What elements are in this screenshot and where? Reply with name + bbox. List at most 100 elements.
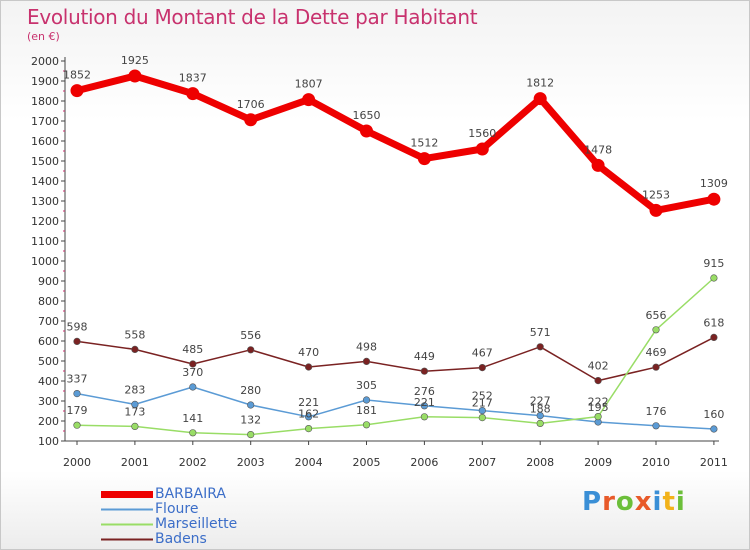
data-label: 132 xyxy=(240,414,261,427)
data-label: 1925 xyxy=(121,54,149,67)
logo-letter: i xyxy=(675,487,686,517)
data-point xyxy=(710,425,718,433)
data-point xyxy=(710,333,718,342)
data-label: 598 xyxy=(67,320,88,333)
data-point xyxy=(536,412,544,420)
x-tick-label: 2010 xyxy=(642,456,670,469)
legend-item-barbaira[interactable]: BARBAIRA xyxy=(101,487,237,502)
y-tick-label: 1100 xyxy=(31,235,59,248)
data-label: 305 xyxy=(356,379,377,392)
x-tick-label: 2003 xyxy=(237,456,265,469)
data-point xyxy=(478,364,486,372)
data-point xyxy=(73,390,81,398)
y-tick-label: 1700 xyxy=(31,115,59,128)
x-tick-label: 2001 xyxy=(121,456,149,469)
data-label: 1837 xyxy=(179,72,207,85)
data-label: 221 xyxy=(414,396,435,409)
data-point xyxy=(536,419,544,428)
data-label: 469 xyxy=(646,346,667,359)
data-label: 1807 xyxy=(295,78,323,91)
data-label: 1512 xyxy=(410,137,438,150)
legend-label-barbaira: BARBAIRA xyxy=(155,486,226,502)
data-label: 173 xyxy=(124,405,145,418)
chart-axes: 100 200 300 400 500 600 700 800 900 1000 1100 1200 1… xyxy=(31,55,728,469)
data-label: 221 xyxy=(298,396,319,409)
y-tick-label: 1200 xyxy=(31,215,59,228)
data-point xyxy=(420,402,429,410)
data-label: 1706 xyxy=(237,98,265,111)
series-line-floure xyxy=(76,386,714,430)
data-label: 485 xyxy=(182,343,203,356)
legend-item-floure[interactable]: Floure xyxy=(101,502,237,517)
data-point xyxy=(247,346,255,354)
legend-swatch-marseillette-mark xyxy=(101,523,153,526)
data-point xyxy=(420,367,429,375)
data-point xyxy=(305,413,313,421)
data-label: 1309 xyxy=(700,177,728,190)
data-label: 618 xyxy=(703,316,724,329)
y-tick-label: 200 xyxy=(38,415,59,428)
legend-label-marseillette: Marseillette xyxy=(155,516,238,532)
y-tick-label: 1900 xyxy=(31,75,59,88)
data-label: 222 xyxy=(588,396,609,409)
x-tick-label: 2006 xyxy=(410,456,438,469)
data-point xyxy=(189,429,197,437)
data-label: 1812 xyxy=(526,77,554,90)
data-point xyxy=(652,363,660,371)
legend: BARBAIRA Floure Marseillette Badens xyxy=(101,487,237,547)
y-tick-label: 1300 xyxy=(31,195,59,208)
data-label: 160 xyxy=(703,408,724,421)
data-label: 402 xyxy=(588,360,609,373)
data-point xyxy=(707,192,721,206)
data-label: 571 xyxy=(530,326,551,339)
x-tick-label: 2008 xyxy=(526,456,554,469)
y-tick-label: 600 xyxy=(38,335,59,348)
data-point xyxy=(594,413,602,421)
legend-swatch-barbaira-mark xyxy=(101,491,153,498)
legend-item-badens[interactable]: Badens xyxy=(101,532,237,547)
data-label: 370 xyxy=(182,366,203,379)
data-label: 498 xyxy=(356,340,377,353)
data-label: 179 xyxy=(67,404,88,417)
data-point xyxy=(710,274,718,282)
series-line-barbaira xyxy=(76,72,715,214)
data-point xyxy=(362,396,371,404)
y-tick-label: 2000 xyxy=(31,55,59,68)
data-point xyxy=(475,142,489,156)
data-label: 283 xyxy=(124,383,145,396)
y-tick-label: 100 xyxy=(38,435,59,448)
data-label: 1253 xyxy=(642,188,670,201)
logo-letter: t xyxy=(662,487,676,517)
data-point xyxy=(131,345,139,354)
legend-label-badens: Badens xyxy=(155,531,207,547)
y-tick-label: 1600 xyxy=(31,135,59,148)
data-point xyxy=(652,422,660,430)
data-point xyxy=(362,357,371,366)
data-label: 176 xyxy=(646,405,667,418)
data-label: 556 xyxy=(240,329,261,342)
y-tick-label: 300 xyxy=(38,395,59,408)
data-point xyxy=(478,407,486,415)
data-labels: 1852 1925 1837 1706 1807 1650 1512 1560 1812 1478… xyxy=(63,54,728,427)
legend-item-marseillette[interactable]: Marseillette xyxy=(101,517,237,532)
data-label: 558 xyxy=(124,328,145,341)
y-tick-label: 700 xyxy=(38,315,59,328)
data-point xyxy=(73,421,81,429)
data-point xyxy=(302,93,316,107)
data-point xyxy=(186,87,200,101)
data-point xyxy=(244,113,258,127)
data-label: 1560 xyxy=(468,127,496,140)
legend-swatch-badens-mark xyxy=(101,538,153,541)
proxiti-logo[interactable]: Proxiti xyxy=(582,487,686,517)
legend-swatch-floure xyxy=(101,508,153,511)
data-point xyxy=(305,425,313,433)
legend-swatch-floure-mark xyxy=(101,508,153,511)
logo-letter: P xyxy=(582,487,603,517)
data-point xyxy=(189,360,197,368)
data-point xyxy=(420,413,429,421)
chart-title: Evolution du Montant de la Dette par Hab… xyxy=(27,5,478,29)
x-tick-label: 2011 xyxy=(700,456,728,469)
data-point xyxy=(533,92,547,106)
legend-swatch-badens xyxy=(101,538,153,541)
